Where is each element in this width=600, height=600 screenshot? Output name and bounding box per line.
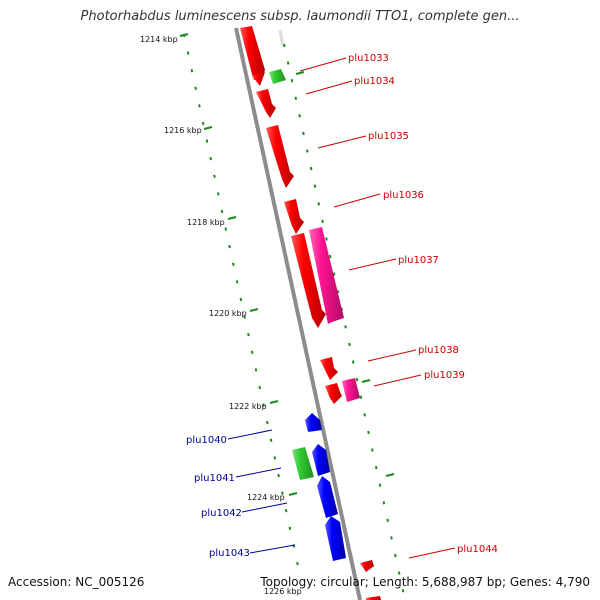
scale-label: 1218 kbp (187, 218, 225, 227)
gene-label-plu1035[interactable]: plu1035 (368, 131, 409, 142)
label-leader (367, 349, 417, 362)
gene-arrow-plu1042b[interactable] (317, 476, 338, 518)
scale-label: 1214 kbp (140, 35, 178, 44)
label-leader (227, 429, 273, 440)
scale-track-outer (283, 43, 406, 600)
scale-track-inner (183, 33, 299, 567)
gene-arrow-plu1035[interactable] (266, 125, 294, 188)
gene-arrow-plu1042[interactable] (312, 444, 330, 476)
accession-text: Accession: NC_005126 (8, 575, 145, 589)
scale-major-tick (227, 216, 237, 220)
gene-label-plu1041[interactable]: plu1041 (194, 473, 235, 484)
gene-arrow-plu1036b[interactable] (291, 233, 326, 328)
gene-arrow-plu1034[interactable] (256, 89, 276, 118)
scale-major-tick (385, 473, 395, 477)
map-title: Photorhabdus luminescens subsp. laumondi… (80, 9, 520, 24)
gene-arrow-plu1040[interactable] (305, 413, 322, 432)
scale-major-tick (269, 400, 279, 404)
label-leader (235, 467, 282, 478)
gene-arrow-plu1033[interactable] (240, 26, 265, 80)
label-leader (299, 57, 347, 72)
label-leader (249, 544, 296, 554)
gene-label-plu1034[interactable]: plu1034 (354, 76, 395, 87)
gene-arrow-plu1036[interactable] (284, 199, 304, 234)
backbone-highlight (278, 29, 285, 47)
gene-arrow-plu1034-rna[interactable] (269, 69, 286, 84)
scale-major-tick (295, 71, 305, 75)
scale-major-tick (249, 308, 259, 312)
genome-backbone (234, 27, 362, 600)
scale-major-tick (288, 492, 298, 496)
gene-arrow-plu1033-head[interactable] (252, 72, 265, 86)
gene-label-plu1044[interactable]: plu1044 (457, 544, 498, 555)
gene-label-plu1040[interactable]: plu1040 (186, 435, 227, 446)
scale-label: 1222 kbp (229, 402, 267, 411)
label-leader (317, 135, 367, 149)
label-leader (241, 502, 288, 513)
gene-arrow-plu1039[interactable] (342, 378, 360, 402)
scale-label: 1220 kbp (209, 309, 247, 318)
gene-label-plu1036[interactable]: plu1036 (383, 190, 424, 201)
gene-label-plu1033[interactable]: plu1033 (348, 53, 389, 64)
gene-arrow-plu1038b[interactable] (325, 383, 342, 404)
gene-arrow-plu1044b[interactable] (366, 596, 381, 600)
gene-label-plu1037[interactable]: plu1037 (398, 255, 439, 266)
scale-major-tick (179, 33, 189, 37)
genome-stats-text: Topology: circular; Length: 5,688,987 bp… (260, 575, 590, 589)
label-leader (348, 258, 397, 271)
label-leader (373, 374, 422, 387)
label-leader (333, 193, 381, 208)
label-leader (305, 80, 353, 95)
scale-label: 1224 kbp (247, 493, 285, 502)
scale-label: 1216 kbp (164, 126, 202, 135)
gene-label-plu1042[interactable]: plu1042 (201, 508, 242, 519)
gene-label-plu1039[interactable]: plu1039 (424, 370, 465, 381)
gene-label-plu1038[interactable]: plu1038 (418, 345, 459, 356)
gene-label-plu1043[interactable]: plu1043 (209, 548, 250, 559)
gene-arrow-plu1041[interactable] (292, 447, 314, 480)
scale-label: 1226 kbp (264, 587, 302, 596)
gene-arrow-plu1038[interactable] (320, 357, 338, 380)
gene-arrow-plu1043[interactable] (325, 516, 346, 561)
label-leader (408, 547, 456, 559)
gene-arrow-plu1044[interactable] (360, 560, 374, 572)
scale-major-tick (203, 126, 213, 130)
gene-arrow-plu1037[interactable] (309, 227, 344, 324)
scale-major-tick (361, 379, 371, 383)
